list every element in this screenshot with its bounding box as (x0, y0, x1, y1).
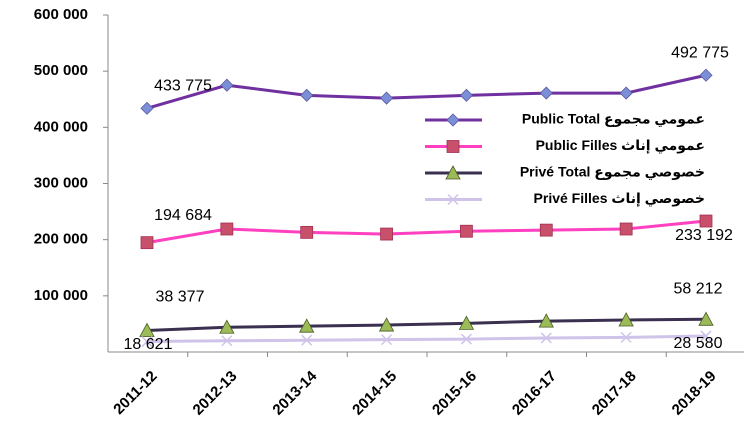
marker (539, 223, 553, 237)
marker (619, 222, 633, 236)
legend-label: خصوصي إناث Privé Filles (534, 190, 705, 207)
marker (141, 336, 153, 348)
x-tick-label: 2014-15 (349, 368, 400, 419)
x-tick-label: 2011-12 (110, 368, 160, 418)
series-line (146, 219, 707, 245)
marker (299, 318, 315, 333)
marker (700, 330, 712, 342)
marker (619, 86, 633, 100)
marker (460, 333, 472, 345)
marker (446, 140, 460, 153)
marker (378, 317, 395, 332)
marker (139, 322, 155, 337)
marker (460, 224, 473, 238)
marker (381, 334, 393, 346)
marker (220, 222, 234, 236)
data-label: 58 212 (674, 281, 723, 298)
series-line (146, 73, 707, 110)
legend-label: عمومي مجموع Public Total (522, 111, 705, 128)
legend-label: عمومي إناث Public Filles (536, 137, 705, 154)
data-label: 492 775 (671, 44, 729, 61)
marker (540, 332, 552, 344)
x-tick-label: 2016-17 (509, 368, 560, 419)
marker (618, 312, 634, 327)
marker (301, 334, 313, 346)
marker (539, 86, 553, 100)
marker (140, 101, 154, 115)
x-tick-label: 2018-19 (669, 368, 720, 419)
marker (446, 113, 460, 127)
marker (538, 313, 554, 328)
series-line (146, 317, 707, 332)
marker (699, 214, 713, 228)
marker (300, 88, 314, 102)
data-label: 38 377 (156, 289, 205, 306)
marker (447, 193, 459, 206)
marker (220, 78, 234, 92)
data-label: 28 580 (674, 335, 723, 352)
marker (219, 319, 235, 334)
data-label: 233 192 (675, 227, 733, 244)
marker (380, 91, 394, 105)
marker (140, 236, 154, 250)
marker (445, 165, 461, 180)
x-tick-label: 2015-16 (429, 368, 480, 419)
series-line (146, 334, 707, 344)
marker (699, 68, 713, 82)
y-tick-label: 200 000 (34, 231, 88, 248)
marker (380, 227, 393, 241)
marker (221, 335, 233, 347)
x-tick-label: 2012-13 (190, 368, 241, 419)
x-tick-label: 2017-18 (589, 368, 640, 419)
y-tick-label: 500 000 (34, 62, 88, 79)
y-tick-label: 300 000 (34, 174, 88, 191)
y-tick-label: 400 000 (34, 118, 88, 135)
marker (300, 225, 314, 239)
x-tick-label: 2013-14 (269, 367, 320, 418)
data-label: 433 775 (154, 78, 212, 95)
data-label: 18 621 (124, 336, 173, 353)
marker (459, 88, 473, 102)
data-label: 194 684 (154, 207, 212, 224)
marker (698, 311, 714, 326)
legend-label: خصوصي مجموع Privé Total (520, 164, 705, 181)
y-tick-label: 600 000 (34, 6, 88, 23)
marker (620, 331, 632, 343)
marker (458, 315, 475, 330)
y-tick-label: 100 000 (34, 287, 88, 304)
